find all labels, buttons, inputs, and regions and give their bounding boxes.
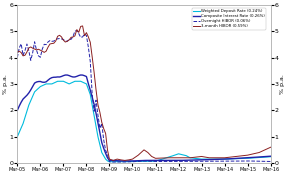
3-month HIBOR (0.59%) xyxy=(269,146,272,148)
3-month HIBOR (0.59%) xyxy=(179,157,182,159)
Overnight HIBOR (0.06%) xyxy=(186,160,190,162)
3-month HIBOR (0.59%) xyxy=(257,151,261,153)
Weighted Deposit Rate (0.24%) xyxy=(263,156,267,158)
Overnight HIBOR (0.06%) xyxy=(269,160,272,163)
Composite Interest Rate (0.26%) xyxy=(119,160,123,162)
Composite Interest Rate (0.26%) xyxy=(257,156,261,158)
Overnight HIBOR (0.06%) xyxy=(75,30,79,32)
3-month HIBOR (0.59%) xyxy=(33,48,36,50)
Composite Interest Rate (0.26%) xyxy=(33,82,36,84)
Composite Interest Rate (0.26%) xyxy=(263,156,267,158)
3-month HIBOR (0.59%) xyxy=(16,51,19,53)
Composite Interest Rate (0.26%) xyxy=(79,74,82,76)
Composite Interest Rate (0.26%) xyxy=(269,155,272,157)
Weighted Deposit Rate (0.24%) xyxy=(179,153,182,155)
Overnight HIBOR (0.06%) xyxy=(111,161,115,163)
Composite Interest Rate (0.26%) xyxy=(194,159,198,161)
Overnight HIBOR (0.06%) xyxy=(257,160,261,162)
Y-axis label: % p.a.: % p.a. xyxy=(3,74,8,94)
Weighted Deposit Rate (0.24%) xyxy=(194,157,198,159)
Overnight HIBOR (0.06%) xyxy=(33,41,36,43)
Weighted Deposit Rate (0.24%) xyxy=(33,91,36,93)
3-month HIBOR (0.59%) xyxy=(111,159,115,162)
Weighted Deposit Rate (0.24%) xyxy=(186,156,190,158)
Overnight HIBOR (0.06%) xyxy=(16,57,19,59)
Composite Interest Rate (0.26%) xyxy=(186,159,190,161)
Overnight HIBOR (0.06%) xyxy=(194,160,198,162)
Weighted Deposit Rate (0.24%) xyxy=(16,136,19,138)
Line: Weighted Deposit Rate (0.24%): Weighted Deposit Rate (0.24%) xyxy=(17,81,271,162)
Overnight HIBOR (0.06%) xyxy=(263,160,267,162)
3-month HIBOR (0.59%) xyxy=(81,25,84,27)
Overnight HIBOR (0.06%) xyxy=(179,160,182,163)
3-month HIBOR (0.59%) xyxy=(263,149,267,151)
Legend: Weighted Deposit Rate (0.24%), Composite Interest Rate (0.26%), Overnight HIBOR : Weighted Deposit Rate (0.24%), Composite… xyxy=(192,8,266,30)
3-month HIBOR (0.59%) xyxy=(186,157,190,159)
Line: Composite Interest Rate (0.26%): Composite Interest Rate (0.26%) xyxy=(17,75,271,161)
Weighted Deposit Rate (0.24%) xyxy=(108,161,111,163)
Weighted Deposit Rate (0.24%) xyxy=(269,156,272,158)
Weighted Deposit Rate (0.24%) xyxy=(257,156,261,159)
Weighted Deposit Rate (0.24%) xyxy=(56,80,59,82)
Line: 3-month HIBOR (0.59%): 3-month HIBOR (0.59%) xyxy=(17,26,271,160)
Composite Interest Rate (0.26%) xyxy=(16,109,19,111)
Y-axis label: % p.a.: % p.a. xyxy=(280,74,285,94)
Line: Overnight HIBOR (0.06%): Overnight HIBOR (0.06%) xyxy=(17,31,271,162)
3-month HIBOR (0.59%) xyxy=(194,156,198,158)
Composite Interest Rate (0.26%) xyxy=(179,159,182,161)
